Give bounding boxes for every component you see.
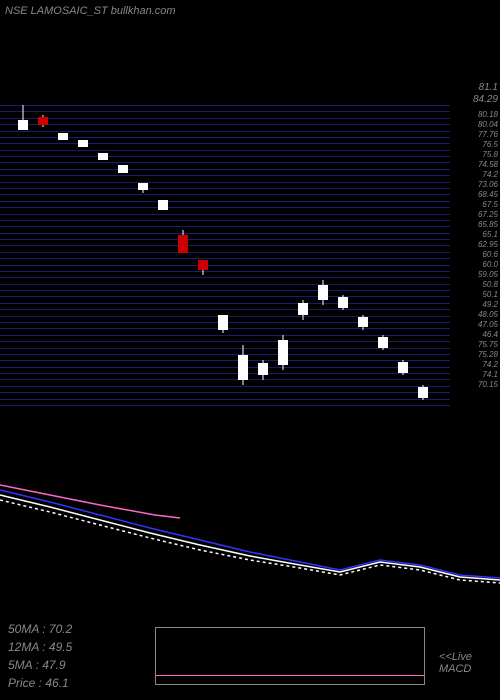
- stats-panel: 50MA : 70.2 12MA : 49.5 5MA : 47.9 Price…: [8, 620, 72, 692]
- macd-label-line1: <<Live: [439, 651, 472, 663]
- price-chart: [0, 105, 450, 405]
- stat-12ma: 12MA : 49.5: [8, 638, 72, 656]
- macd-box: [155, 627, 425, 685]
- macd-label: <<Live MACD: [439, 651, 472, 675]
- macd-label-line2: MACD: [439, 663, 472, 675]
- y-axis-labels: 81.1 84.29 80.1880.0477.7676.575.874.587…: [450, 90, 498, 410]
- ma-line-white-dashed: [0, 500, 500, 583]
- ma-line-blue: [0, 490, 500, 578]
- y-top-label-2: 84.29: [473, 94, 498, 105]
- chart-title: NSE LAMOSAIC_ST bullkhan.com: [5, 5, 176, 17]
- y-top-label-1: 81.1: [479, 82, 498, 93]
- stat-5ma: 5MA : 47.9: [8, 656, 72, 674]
- macd-line: [156, 675, 424, 676]
- stat-50ma: 50MA : 70.2: [8, 620, 72, 638]
- ma-lines-svg: [0, 470, 500, 600]
- stat-price: Price : 46.1: [8, 674, 72, 692]
